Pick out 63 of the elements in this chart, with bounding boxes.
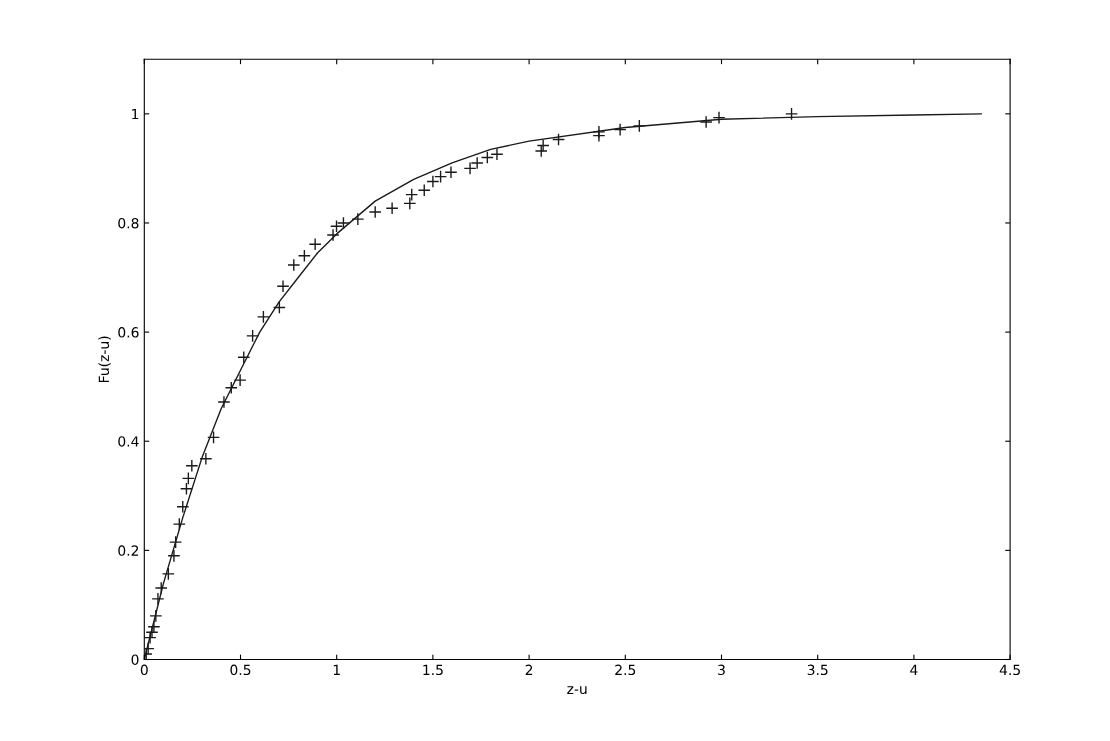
point — [405, 188, 419, 202]
point — [351, 212, 365, 226]
x-tick-label: 2 — [525, 664, 533, 675]
y-tick-label: 1 — [132, 109, 139, 120]
x-tick-label: 0 — [140, 664, 148, 676]
point — [297, 249, 311, 263]
point — [154, 581, 168, 595]
point — [403, 196, 417, 210]
y-tick-label: 0.8 — [118, 217, 139, 229]
point — [237, 350, 251, 364]
point — [199, 452, 213, 466]
y-axis-title: Fu(z-u) — [98, 336, 111, 383]
point — [246, 329, 260, 343]
point — [385, 201, 399, 215]
point — [444, 165, 458, 179]
point — [181, 471, 195, 485]
point — [224, 381, 238, 395]
point — [176, 500, 190, 514]
point — [326, 228, 340, 242]
point — [151, 592, 165, 606]
point — [179, 482, 193, 496]
x-tick-label: 4 — [910, 664, 918, 675]
point — [592, 125, 606, 139]
point — [632, 119, 646, 133]
point — [172, 517, 186, 531]
x-tick-label: 2.5 — [615, 664, 636, 676]
point — [534, 144, 548, 158]
point — [217, 395, 231, 409]
y-tick-label: 0.6 — [118, 327, 139, 338]
point — [276, 279, 290, 293]
point — [490, 147, 504, 161]
point — [613, 123, 627, 137]
x-tick-label: 1.5 — [423, 664, 443, 676]
point — [536, 138, 550, 152]
x-tick-label: 4.5 — [999, 664, 1020, 676]
point — [272, 301, 286, 315]
point — [417, 183, 431, 197]
point — [144, 631, 157, 645]
point — [169, 535, 183, 549]
x-tick-label: 0.5 — [230, 664, 251, 676]
point — [207, 430, 221, 444]
point — [167, 549, 181, 563]
point — [147, 620, 161, 634]
point — [149, 609, 163, 623]
point — [785, 107, 799, 121]
point — [287, 258, 301, 272]
y-tick-label: 0 — [131, 654, 139, 665]
x-axis-title: z-u — [567, 686, 587, 695]
x-tick-label: 1 — [333, 664, 340, 675]
y-tick-label: 0.2 — [118, 545, 139, 556]
point — [308, 237, 322, 251]
x-tick-label: 3.5 — [807, 664, 828, 676]
y-tick-label: 0.4 — [118, 436, 139, 447]
point — [256, 310, 270, 324]
point — [480, 150, 494, 165]
point — [161, 567, 175, 581]
point — [368, 205, 382, 219]
point — [233, 373, 247, 387]
point — [185, 459, 199, 473]
point — [712, 111, 726, 125]
point — [699, 115, 713, 129]
point — [552, 132, 566, 146]
x-tick-label: 3 — [718, 664, 725, 676]
